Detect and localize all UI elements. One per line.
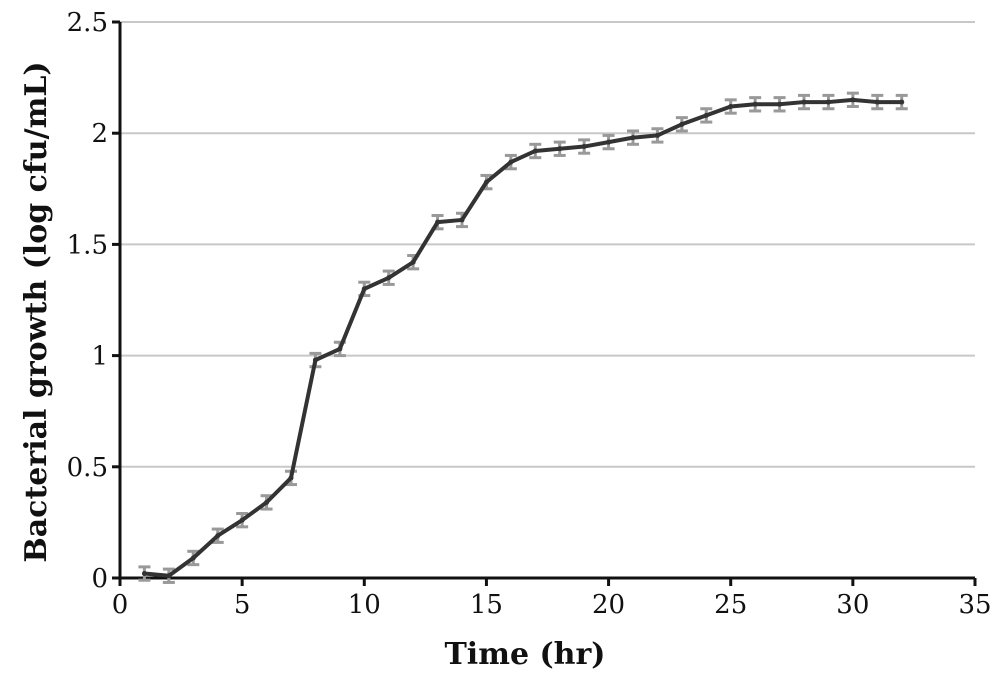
y-tick-label-4: 2 [91, 119, 108, 149]
series-line-layer [141, 97, 905, 579]
data-point-0-1 [166, 573, 172, 579]
data-point-0-18 [581, 144, 587, 150]
gridlines [120, 21, 975, 468]
x-axis-title: Time (hr) [444, 637, 605, 672]
data-point-0-0 [141, 571, 147, 577]
axes [112, 20, 977, 586]
data-point-0-3 [215, 533, 221, 539]
data-point-0-4 [239, 517, 245, 523]
data-point-0-17 [557, 146, 563, 152]
data-point-0-15 [508, 159, 514, 165]
data-point-0-31 [899, 99, 905, 105]
data-point-0-21 [654, 132, 660, 138]
data-point-0-7 [312, 357, 318, 363]
x-tick-label-2: 10 [348, 590, 381, 620]
data-point-0-14 [483, 179, 489, 185]
error-bars [138, 91, 908, 584]
data-point-0-19 [606, 139, 612, 145]
x-tick-label-7: 35 [958, 590, 991, 620]
series-line-0 [142, 97, 904, 578]
x-tick-label-3: 15 [470, 590, 503, 620]
x-tick-label-4: 20 [592, 590, 625, 620]
data-point-0-8 [337, 346, 343, 352]
data-point-0-24 [728, 104, 734, 110]
data-point-0-26 [777, 101, 783, 107]
data-point-0-22 [679, 121, 685, 127]
data-point-0-10 [386, 275, 392, 281]
data-point-0-2 [190, 555, 196, 561]
data-point-0-13 [459, 217, 465, 223]
tick-labels: 0 0.5 1 1.5 2 2.5 0 5 10 15 20 25 30 35 [67, 8, 992, 620]
data-point-0-9 [361, 286, 367, 292]
y-tick-label-1: 0.5 [67, 453, 108, 483]
data-point-0-23 [703, 112, 709, 118]
x-tick-label-5: 25 [714, 590, 747, 620]
data-point-0-16 [532, 148, 538, 154]
data-point-0-12 [435, 219, 441, 225]
y-tick-label-2: 1 [91, 342, 108, 372]
data-point-0-20 [630, 135, 636, 141]
y-tick-label-5: 2.5 [67, 8, 108, 38]
data-point-0-5 [264, 499, 270, 505]
data-point-0-25 [752, 101, 758, 107]
data-point-0-28 [825, 99, 831, 105]
x-tick-label-0: 0 [112, 590, 129, 620]
data-point-0-6 [288, 475, 294, 481]
y-tick-label-0: 0 [91, 564, 108, 594]
y-tick-label-3: 1.5 [67, 230, 108, 260]
x-tick-label-6: 30 [836, 590, 869, 620]
data-point-0-30 [874, 99, 880, 105]
data-point-0-11 [410, 259, 416, 265]
y-axis-title: Bacterial growth (log cfu/mL) [19, 61, 54, 562]
data-point-0-27 [801, 99, 807, 105]
x-tick-label-1: 5 [234, 590, 251, 620]
data-point-0-29 [850, 97, 856, 103]
